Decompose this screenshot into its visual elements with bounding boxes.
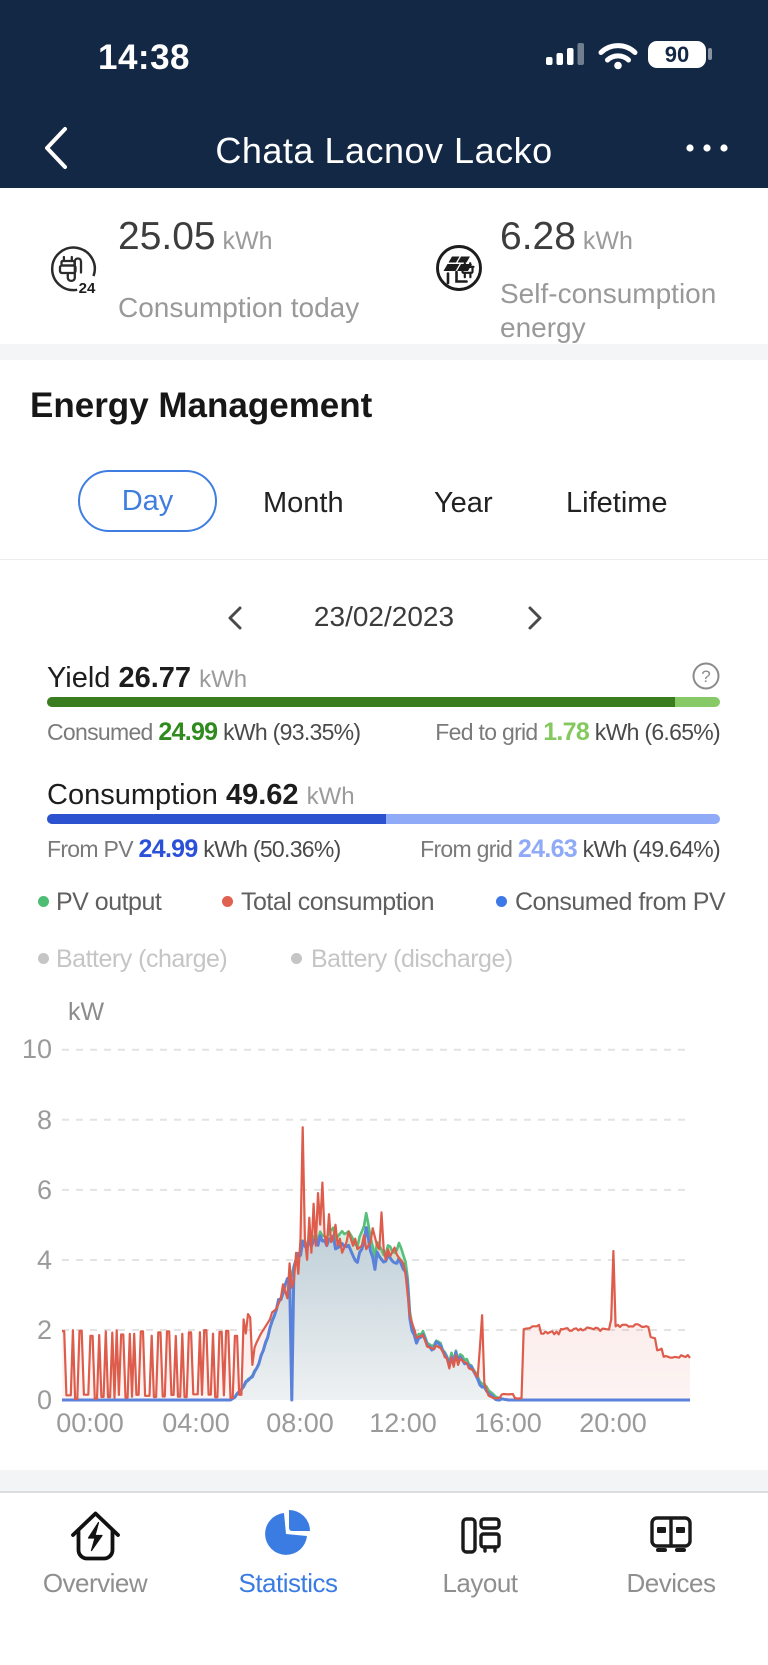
svg-text:0: 0 <box>37 1385 52 1415</box>
svg-text:20:00: 20:00 <box>579 1408 647 1438</box>
svg-text:?: ? <box>701 667 710 686</box>
svg-text:2: 2 <box>37 1315 52 1345</box>
svg-text:8: 8 <box>37 1105 52 1135</box>
svg-text:12:00: 12:00 <box>369 1408 437 1438</box>
svg-text:24: 24 <box>79 280 96 297</box>
svg-text:6: 6 <box>37 1175 52 1205</box>
svg-text:08:00: 08:00 <box>266 1408 334 1438</box>
svg-text:00:00: 00:00 <box>56 1408 124 1438</box>
svg-text:4: 4 <box>37 1245 52 1275</box>
svg-text:04:00: 04:00 <box>162 1408 230 1438</box>
svg-text:10: 10 <box>22 1034 52 1064</box>
svg-text:90: 90 <box>665 42 689 67</box>
svg-text:16:00: 16:00 <box>474 1408 542 1438</box>
svg-text:kW: kW <box>68 1000 105 1026</box>
